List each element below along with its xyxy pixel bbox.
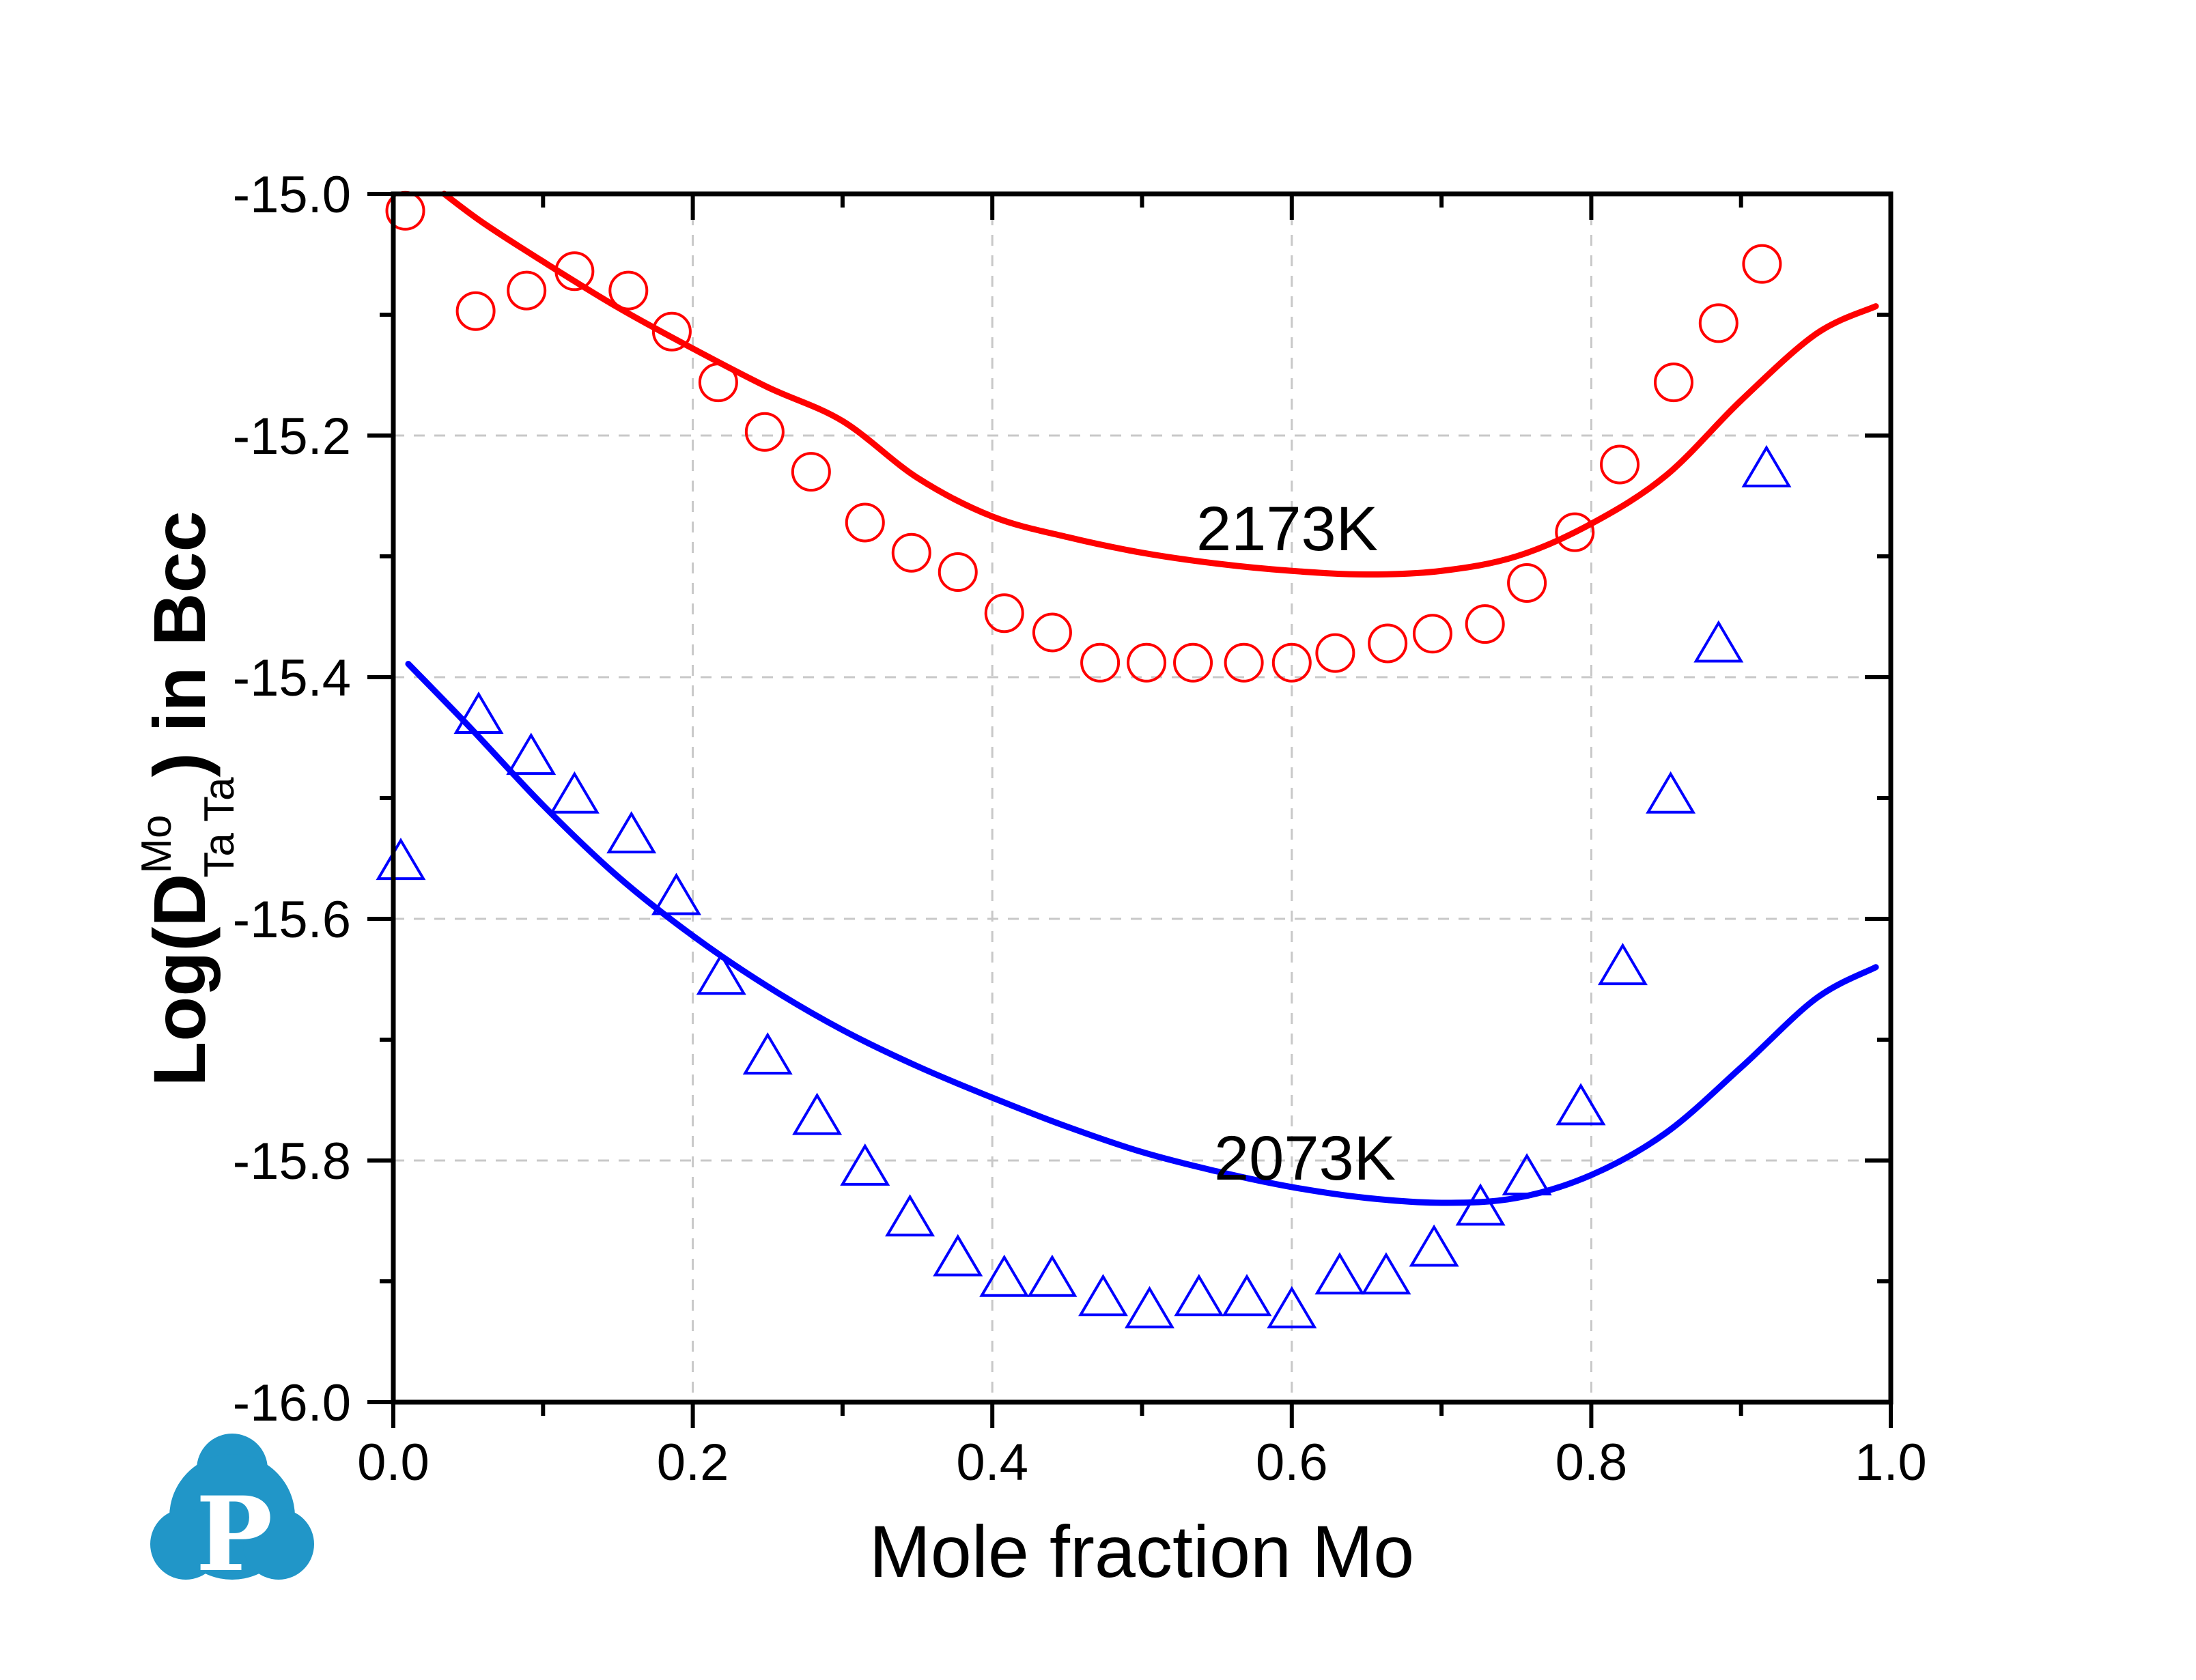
logo-right-lobe bbox=[243, 1509, 314, 1580]
y-tick-label: -15.0 bbox=[233, 166, 351, 224]
x-tick-label: 0.4 bbox=[956, 1434, 1028, 1492]
annotation-2073k: 2073K bbox=[1214, 1124, 1396, 1193]
marker-circle-2173k bbox=[1412, 614, 1452, 654]
marker-circle-2173k bbox=[1654, 362, 1694, 403]
curve-2073k-calculated bbox=[405, 661, 1879, 1206]
x-tick-label: 0.8 bbox=[1556, 1434, 1628, 1492]
y-axis-title-subscript: Ta Ta bbox=[196, 777, 243, 878]
logo: P bbox=[150, 1434, 314, 1595]
marker-triangle-2073k bbox=[792, 1092, 843, 1135]
marker-triangle-2073k bbox=[1361, 1252, 1411, 1295]
marker-circle-2173k bbox=[744, 412, 785, 452]
y-tick-label: -16.0 bbox=[233, 1374, 351, 1432]
marker-circle-2173k bbox=[698, 362, 738, 403]
marker-triangle-2073k bbox=[376, 838, 426, 881]
marker-circle-2173k bbox=[608, 270, 649, 311]
y-tick-label: -15.8 bbox=[233, 1133, 351, 1191]
marker-triangle-2073k bbox=[1693, 620, 1744, 663]
logo-letter: P bbox=[196, 1475, 273, 1595]
grid-lines bbox=[393, 194, 1891, 1402]
x-tick-label: 0.6 bbox=[1256, 1434, 1328, 1492]
x-tick-label: 0.2 bbox=[657, 1434, 729, 1492]
y-axis-title-suffix: ) in Bcc bbox=[138, 511, 221, 777]
marker-triangle-2073k bbox=[453, 692, 504, 734]
marker-circle-2173k bbox=[938, 552, 978, 593]
marker-triangle-2073k bbox=[1124, 1285, 1174, 1328]
x-tick-label: 0.0 bbox=[357, 1434, 430, 1492]
marker-triangle-2073k bbox=[1027, 1254, 1078, 1297]
marker-circle-2173k bbox=[1224, 642, 1264, 683]
marker-triangle-2073k bbox=[1646, 771, 1696, 814]
marker-circle-2173k bbox=[791, 452, 831, 492]
marker-circle-2173k bbox=[507, 270, 547, 311]
y-tick-label: -15.2 bbox=[233, 408, 351, 466]
marker-circle-2173k bbox=[1698, 303, 1738, 343]
marker-circle-2173k bbox=[1555, 512, 1595, 552]
marker-circle-2173k bbox=[1742, 244, 1782, 284]
marker-triangle-2073k bbox=[1597, 943, 1648, 986]
y-tick-labels: -15.0 -15.2 -15.4 -15.6 -15.8 -16.0 bbox=[233, 166, 351, 1432]
marker-circle-2173k bbox=[554, 251, 595, 291]
marker-circle-2173k bbox=[845, 502, 885, 543]
y-axis-title-superscript: Mo bbox=[133, 815, 180, 874]
y-tick-label: -15.6 bbox=[233, 891, 351, 949]
marker-triangle-2073k bbox=[506, 732, 557, 775]
marker-triangle-2073k bbox=[1502, 1153, 1552, 1196]
marker-triangle-2073k bbox=[1174, 1274, 1224, 1317]
marker-triangle-2073k bbox=[1267, 1285, 1317, 1328]
axis-ticks bbox=[367, 192, 1893, 1428]
marker-triangle-2073k bbox=[979, 1254, 1030, 1297]
marker-circle-2173k bbox=[1368, 623, 1408, 664]
marker-triangle-2073k bbox=[1222, 1274, 1272, 1317]
marker-circle-2173k bbox=[1465, 604, 1505, 644]
marker-triangle-2073k bbox=[1314, 1252, 1365, 1295]
marker-triangle-2073k bbox=[885, 1194, 935, 1237]
marker-circle-2173k bbox=[455, 291, 496, 331]
marker-circle-2173k bbox=[1507, 563, 1547, 603]
marker-circle-2173k bbox=[891, 532, 931, 573]
marker-triangle-2073k bbox=[1556, 1083, 1606, 1126]
y-tick-label: -15.4 bbox=[233, 649, 351, 707]
marker-circle-2173k bbox=[651, 311, 692, 352]
marker-triangle-2073k bbox=[1078, 1274, 1128, 1317]
marker-triangle-2073k bbox=[1455, 1183, 1506, 1226]
marker-circle-2173k bbox=[1127, 642, 1167, 683]
data-markers bbox=[376, 190, 1792, 1328]
annotation-2173k: 2173K bbox=[1196, 494, 1378, 564]
marker-triangle-2073k bbox=[1741, 444, 1792, 487]
marker-circle-2173k bbox=[1080, 642, 1121, 683]
marker-circle-2173k bbox=[984, 593, 1024, 633]
marker-triangle-2073k bbox=[742, 1032, 793, 1075]
y-axis-title-prefix: Log(D bbox=[138, 874, 221, 1087]
marker-triangle-2073k bbox=[1409, 1224, 1459, 1267]
marker-triangle-2073k bbox=[933, 1234, 983, 1277]
logo-left-lobe bbox=[150, 1509, 221, 1580]
marker-triangle-2073k bbox=[696, 952, 746, 995]
marker-circle-2173k bbox=[1600, 444, 1640, 485]
marker-circle-2173k bbox=[1315, 633, 1355, 673]
marker-triangle-2073k bbox=[606, 811, 657, 854]
marker-circle-2173k bbox=[1032, 612, 1072, 653]
y-axis-title: Log(DMo Ta Ta) in Bcc bbox=[133, 511, 243, 1086]
x-tick-labels: 0.0 0.2 0.4 0.6 0.8 1.0 bbox=[357, 1434, 1927, 1492]
marker-triangle-2073k bbox=[840, 1143, 890, 1186]
marker-triangle-2073k bbox=[549, 771, 600, 814]
marker-circle-2173k bbox=[1173, 642, 1213, 683]
marker-triangle-2073k bbox=[651, 872, 701, 915]
x-tick-label: 1.0 bbox=[1855, 1434, 1927, 1492]
x-axis-title: Mole fraction Mo bbox=[869, 1510, 1414, 1593]
marker-circle-2173k bbox=[1271, 642, 1312, 683]
